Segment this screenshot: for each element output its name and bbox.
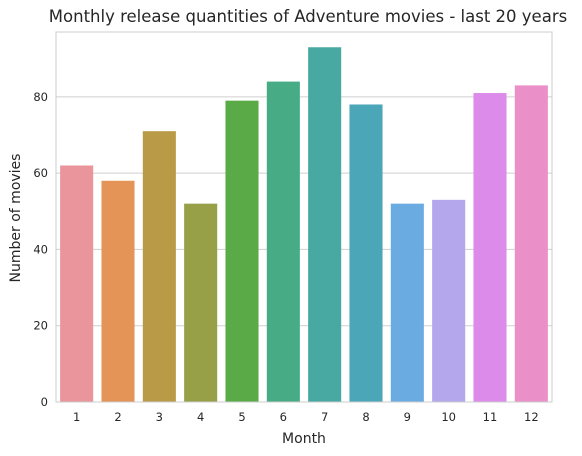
bar-month-5	[225, 100, 259, 402]
bar-month-8	[349, 104, 383, 402]
x-tick-label: 10	[441, 410, 456, 424]
y-tick-label: 60	[33, 166, 48, 180]
y-tick-label: 80	[33, 90, 48, 104]
x-tick-label: 2	[114, 410, 121, 424]
x-tick-label: 8	[362, 410, 369, 424]
bar-month-11	[473, 93, 507, 402]
x-tick-label: 3	[156, 410, 163, 424]
x-tick-label: 5	[238, 410, 245, 424]
y-tick-labels: 0 20 40 60 80	[33, 90, 48, 409]
x-tick-label: 12	[524, 410, 539, 424]
bar-month-1	[60, 165, 94, 402]
x-tick-label: 4	[197, 410, 204, 424]
y-tick-label: 20	[33, 319, 48, 333]
x-tick-label: 6	[280, 410, 287, 424]
x-tick-label: 11	[483, 410, 498, 424]
bars	[60, 47, 548, 403]
x-tick-label: 1	[73, 410, 80, 424]
x-axis-label: Month	[282, 431, 326, 447]
bar-month-2	[101, 180, 135, 402]
y-tick-label: 40	[33, 242, 48, 256]
bar-month-7	[308, 47, 342, 403]
x-tick-labels: 1 2 3 4 5 6 7 8 9 10 11 12	[73, 410, 539, 424]
bar-month-3	[142, 131, 176, 402]
x-tick-label: 9	[404, 410, 411, 424]
chart-title: Monthly release quantities of Adventure …	[49, 7, 567, 26]
bar-month-6	[266, 81, 300, 402]
x-tick-label: 7	[321, 410, 328, 424]
y-axis-label: Number of movies	[8, 154, 24, 283]
y-tick-label: 0	[41, 395, 48, 409]
bar-month-9	[390, 203, 424, 402]
bar-month-10	[432, 199, 466, 402]
plot-frame	[55, 31, 553, 403]
bar-month-4	[184, 203, 218, 402]
bar-month-12	[514, 85, 548, 402]
